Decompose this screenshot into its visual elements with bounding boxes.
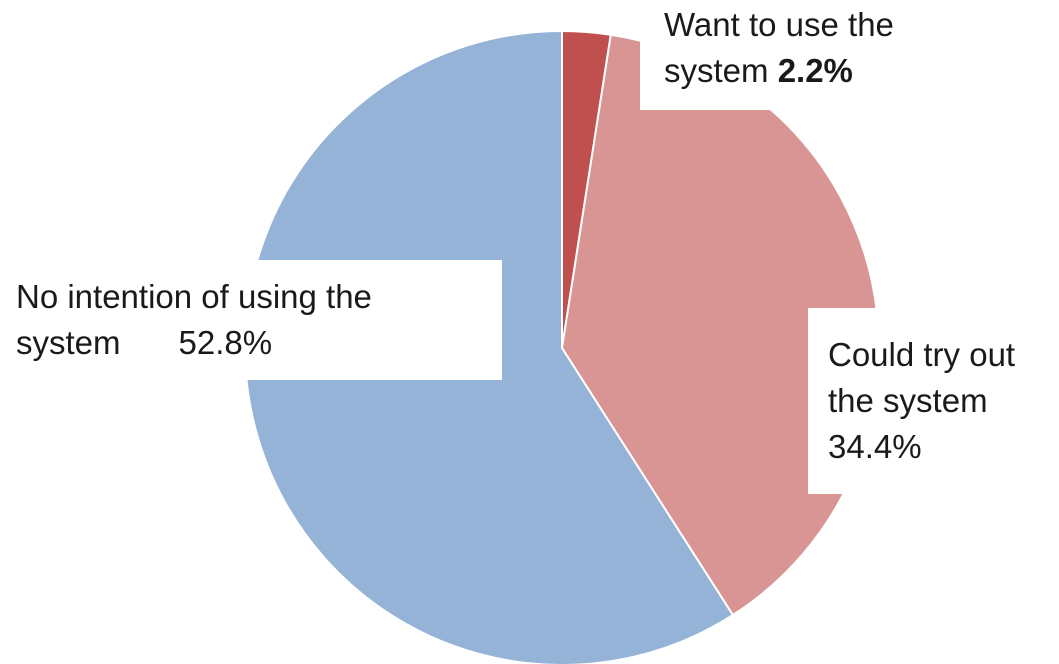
label-want-value: 2.2%	[777, 52, 853, 89]
label-could-line-2: the system	[828, 382, 988, 419]
label-none-line-2: system	[16, 324, 121, 361]
label-none-value: 52.8%	[178, 324, 273, 361]
label-none-line-1: No intention of using the	[16, 278, 372, 315]
label-want-to-use: Want to use the system 2.2%	[640, 0, 960, 110]
label-could-value: 34.4%	[828, 428, 922, 465]
label-could-line-1: Could try out	[828, 336, 1016, 373]
label-want-line-2: system	[664, 52, 769, 89]
label-could-try-out: Could try out the system 34.4%	[808, 308, 1059, 494]
label-want-line-1: Want to use the	[664, 6, 894, 43]
label-no-intention: No intention of using the system 52.8%	[0, 260, 502, 380]
